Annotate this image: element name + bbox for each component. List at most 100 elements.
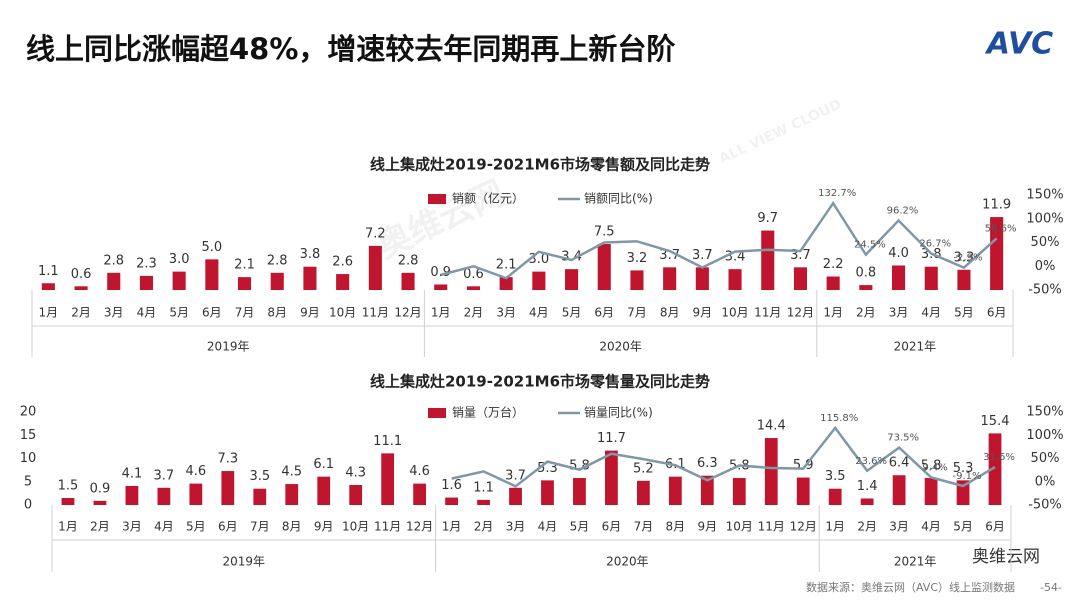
x-tick-label: 4月 [529, 306, 549, 320]
bar-label: 3.5 [825, 469, 846, 484]
bar-label: 11.7 [597, 431, 626, 446]
source-note: 数据来源：奥维云网（AVC）线上监测数据 [806, 580, 1015, 594]
bar-label: 3.5 [249, 469, 270, 484]
y2-tick-label: 150% [1026, 188, 1063, 203]
y2-tick-label: -50% [1028, 498, 1062, 513]
y-tick-label: 5 [24, 474, 32, 489]
x-tick-label: 8月 [267, 306, 287, 320]
x-tick-label: 6月 [202, 306, 222, 320]
bar [988, 433, 1002, 505]
bar [605, 450, 618, 505]
x-tick-label: 5月 [562, 306, 582, 320]
x-tick-label: 6月 [218, 520, 238, 534]
x-tick-label: 2月 [71, 306, 91, 320]
bar [336, 274, 350, 290]
bar [541, 480, 554, 505]
bar-label: 3.8 [300, 247, 321, 262]
y2-tick-label: 150% [1026, 405, 1063, 420]
y-tick-label: 15 [20, 428, 37, 443]
bar [892, 265, 906, 290]
x-tick-label: 1月 [823, 306, 843, 320]
x-tick-label: 9月 [697, 520, 717, 534]
x-tick-label: 4月 [137, 306, 157, 320]
bar-label: 6.3 [697, 456, 718, 471]
x-tick-label: 7月 [627, 306, 647, 320]
group-label: 2019年 [223, 555, 266, 569]
bar [172, 271, 186, 290]
chart-title: 线上集成灶2019-2021M6市场零售额及同比走势 [370, 156, 710, 174]
line-label: 23.6% [855, 456, 887, 467]
bar-label: 2.1 [496, 258, 517, 273]
x-tick-label: 8月 [666, 520, 686, 534]
x-tick-label: 9月 [314, 520, 334, 534]
bar [532, 271, 546, 290]
bar-label: 0.6 [71, 267, 92, 282]
line [451, 425, 996, 488]
bar-label: 0.8 [856, 266, 877, 281]
bar-label: 15.4 [981, 414, 1010, 429]
x-tick-label: 1月 [39, 306, 59, 320]
group-label: 2021年 [894, 555, 937, 569]
page-title: 线上同比涨幅超48%，增速较去年同期再上新台阶 [26, 32, 675, 66]
bar-label: 0.6 [463, 267, 484, 282]
bar [303, 266, 317, 290]
bar [499, 277, 513, 290]
x-tick-label: 1月 [825, 520, 845, 534]
bar [253, 488, 267, 505]
bar-label: 2.2 [823, 257, 844, 272]
bar [826, 276, 840, 290]
bar-label: 6.1 [313, 457, 334, 472]
bar [924, 266, 938, 290]
bar [317, 476, 331, 505]
bar-label: 1.1 [473, 480, 494, 495]
bar [695, 267, 709, 290]
bar [956, 480, 970, 505]
x-tick-label: 11月 [362, 306, 389, 320]
x-tick-label: 2月 [856, 306, 876, 320]
bar-label: 14.4 [757, 419, 786, 434]
bar [221, 471, 235, 505]
bar [368, 245, 382, 290]
bar [597, 244, 611, 290]
y-tick-label: 0 [24, 498, 32, 513]
bar [157, 487, 171, 505]
bar [125, 485, 139, 505]
bar [728, 269, 742, 290]
legend-label: 销额（亿元） [452, 191, 524, 206]
bar-label: 4.5 [281, 465, 302, 480]
bar-label: 5.2 [633, 461, 654, 476]
line [440, 200, 998, 280]
x-tick-label: 4月 [154, 520, 174, 534]
x-tick-label: 1月 [431, 306, 451, 320]
bar [860, 498, 874, 505]
bar-label: 5.0 [202, 240, 223, 255]
bar [205, 259, 219, 290]
bar [238, 277, 252, 290]
bar-label: 2.1 [234, 258, 255, 273]
bar-label: 2.8 [398, 253, 419, 268]
x-tick-label: 2月 [464, 306, 484, 320]
bar [990, 217, 1004, 290]
x-tick-label: 3月 [889, 306, 909, 320]
y2-tick-label: 50% [1031, 235, 1060, 250]
bar-label: 2.6 [332, 255, 353, 270]
x-tick-label: 10月 [721, 306, 748, 320]
bar [700, 475, 714, 505]
bar [668, 476, 682, 505]
bar-label: 3.0 [169, 252, 190, 267]
bar [892, 475, 906, 505]
y2-tick-label: 50% [1031, 451, 1060, 466]
line-label: -9.1% [953, 471, 982, 482]
x-tick-label: 5月 [169, 306, 189, 320]
bar-label: 4.1 [122, 466, 143, 481]
bar [381, 453, 395, 505]
bar-label: 2.3 [136, 256, 157, 271]
x-tick-label: 3月 [104, 306, 124, 320]
bar-label: 5.8 [569, 459, 590, 474]
bar [93, 500, 107, 505]
bar-label: 4.6 [186, 464, 207, 479]
bar-label: 3.4 [561, 250, 582, 265]
bar-label: 1.6 [441, 478, 462, 493]
x-tick-label: 4月 [921, 520, 941, 534]
